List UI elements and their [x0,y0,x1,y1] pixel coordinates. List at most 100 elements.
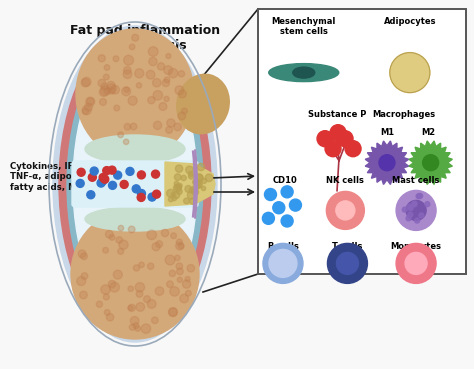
Circle shape [128,226,135,233]
Circle shape [153,79,161,87]
Circle shape [201,178,207,183]
Circle shape [407,204,412,209]
Ellipse shape [85,135,185,163]
Circle shape [172,196,177,201]
Circle shape [281,186,293,198]
Circle shape [149,58,157,66]
Circle shape [76,179,84,187]
Circle shape [148,47,158,56]
Circle shape [328,244,367,283]
Circle shape [379,155,395,171]
Circle shape [180,294,189,303]
Circle shape [178,112,186,120]
Circle shape [330,125,346,141]
Circle shape [415,218,419,223]
Circle shape [108,280,116,288]
Circle shape [175,86,184,94]
Circle shape [408,206,413,211]
Circle shape [144,296,150,303]
Circle shape [167,281,173,287]
Circle shape [175,165,183,172]
Circle shape [113,270,122,279]
Circle shape [170,287,179,296]
Circle shape [281,215,293,227]
Text: Substance P: Substance P [308,110,366,119]
Circle shape [196,174,203,180]
Circle shape [174,174,181,180]
Circle shape [136,303,145,311]
Circle shape [88,173,96,181]
Circle shape [176,263,182,269]
Circle shape [99,173,107,182]
Circle shape [156,241,163,248]
Circle shape [317,131,333,147]
Circle shape [205,174,213,182]
Polygon shape [409,141,452,184]
Circle shape [155,287,164,296]
Circle shape [107,84,116,93]
Circle shape [132,34,138,41]
Circle shape [169,308,177,316]
Circle shape [177,277,182,282]
Circle shape [166,127,173,133]
Circle shape [337,131,353,147]
Circle shape [408,212,413,217]
Circle shape [195,175,203,182]
Circle shape [264,189,276,200]
Circle shape [146,70,155,79]
Circle shape [187,265,195,272]
Circle shape [90,167,98,175]
Circle shape [128,306,133,310]
Circle shape [153,90,163,100]
Circle shape [412,202,417,207]
Circle shape [162,79,170,87]
Circle shape [176,189,182,194]
Circle shape [130,123,137,130]
Circle shape [412,201,417,206]
Circle shape [137,171,146,179]
FancyBboxPatch shape [258,9,466,274]
Circle shape [106,314,114,321]
Ellipse shape [269,63,339,82]
Circle shape [124,66,131,74]
Text: Fat pad inflammation
and fibrosis: Fat pad inflammation and fibrosis [70,24,220,52]
Circle shape [405,252,427,275]
Circle shape [336,201,355,220]
Circle shape [82,77,91,86]
Circle shape [100,99,107,106]
Ellipse shape [177,74,229,134]
Circle shape [103,247,109,253]
Circle shape [148,193,156,201]
Circle shape [133,265,140,271]
Circle shape [177,183,182,188]
Circle shape [165,255,175,265]
Circle shape [87,98,94,105]
Circle shape [174,184,181,190]
Circle shape [186,166,193,174]
Circle shape [418,193,423,199]
Circle shape [390,53,430,93]
Circle shape [118,248,124,254]
Circle shape [325,141,341,157]
Ellipse shape [85,207,185,231]
Circle shape [137,83,142,88]
Circle shape [425,201,430,207]
Circle shape [290,199,301,211]
Circle shape [152,170,160,178]
Circle shape [124,55,134,65]
Circle shape [98,55,105,62]
Circle shape [174,181,179,186]
Circle shape [133,323,139,329]
Circle shape [129,44,135,50]
Circle shape [152,242,160,251]
Circle shape [176,242,184,250]
Circle shape [176,184,182,190]
Circle shape [178,70,185,77]
Circle shape [166,54,171,59]
Circle shape [114,171,122,179]
Circle shape [195,181,202,189]
Circle shape [113,56,119,62]
Text: Cytokines, IFN-γ,
TNF-α, adipokines,
fatty acids, MMPs: Cytokines, IFN-γ, TNF-α, adipokines, fat… [10,162,101,192]
Ellipse shape [67,40,203,328]
Circle shape [124,87,129,92]
